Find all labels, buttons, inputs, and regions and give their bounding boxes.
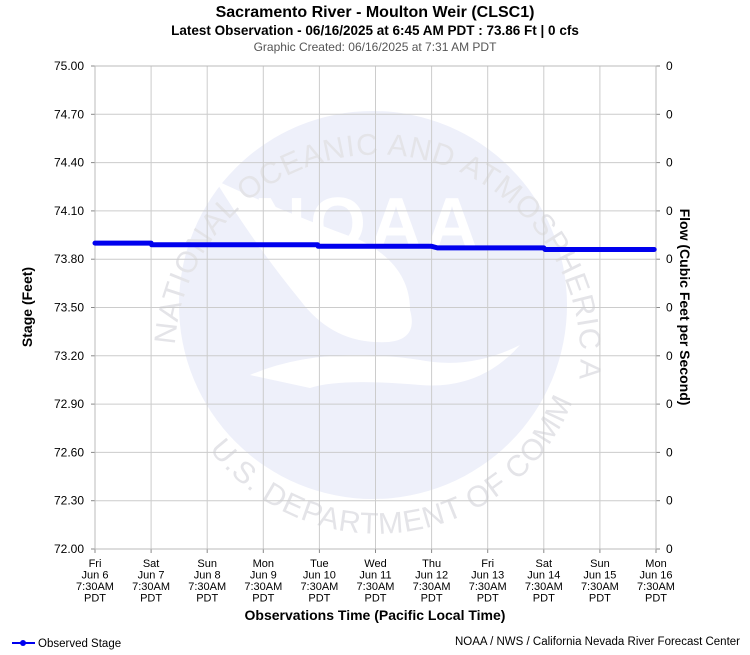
y-right-tick-label: 0 xyxy=(666,349,673,363)
plot-frame xyxy=(94,65,657,550)
noaa-watermark: NOAA NATIONAL OCEANIC AND ATMOSPHERIC AD… xyxy=(0,0,606,541)
x-tick-label: Sun Jun 15 7:30AM PDT xyxy=(581,558,619,605)
y-right-tick-label: 0 xyxy=(666,107,673,121)
y-tick-label: 73.20 xyxy=(54,349,84,363)
y-axis-title: Stage (Feet) xyxy=(19,267,35,347)
x-tick-label: Fri Jun 6 7:30AM PDT xyxy=(76,558,114,605)
axes: 72.00 0 72.30 0 72.60 0 72.90 0 73.20 0 73.50 0 73.8… xyxy=(54,59,675,605)
x-tick-label: Fri Jun 13 7:30AM PDT xyxy=(469,558,507,605)
x-tick-label: Thu Jun 12 7:30AM PDT xyxy=(413,558,451,605)
y-tick-label: 74.10 xyxy=(54,204,84,218)
y-right-tick-label: 0 xyxy=(666,204,673,218)
chart-title: Sacramento River - Moulton Weir (CLSC1) xyxy=(216,4,535,21)
y-right-tick-label: 0 xyxy=(666,397,673,411)
y-right-tick-label: 0 xyxy=(666,252,673,266)
watermark-gull xyxy=(215,180,412,343)
watermark-logo: NOAA xyxy=(254,184,482,264)
y-tick-label: 74.70 xyxy=(54,107,84,121)
grid xyxy=(94,65,657,550)
y-tick-label: 72.60 xyxy=(54,445,84,459)
y-tick-label: 75.00 xyxy=(54,59,84,73)
y-right-tick-label: 0 xyxy=(666,301,673,315)
y-right-tick-label: 0 xyxy=(666,542,673,556)
graphic-created: Graphic Created: 06/16/2025 at 7:31 AM P… xyxy=(254,40,497,54)
x-tick-label: Mon Jun 16 7:30AM PDT xyxy=(637,558,675,605)
y-tick-label: 73.80 xyxy=(54,252,84,266)
legend: Observed Stage xyxy=(12,638,121,650)
y-tick-label: 74.40 xyxy=(54,156,84,170)
x-axis-title: Observations Time (Pacific Local Time) xyxy=(245,607,506,623)
y-right-tick-label: 0 xyxy=(666,445,673,459)
x-tick-label: Mon Jun 9 7:30AM PDT xyxy=(244,558,282,605)
y-tick-label: 72.00 xyxy=(54,542,84,556)
watermark-wave xyxy=(250,345,520,388)
x-tick-label: Tue Jun 10 7:30AM PDT xyxy=(300,558,338,605)
x-tick-label: Sun Jun 8 7:30AM PDT xyxy=(188,558,226,605)
chart-subtitle: Latest Observation - 06/16/2025 at 6:45 … xyxy=(171,23,579,38)
y-tick-label: 72.90 xyxy=(54,397,84,411)
x-tick-label: Sat Jun 7 7:30AM PDT xyxy=(132,558,170,605)
y-tick-label: 72.30 xyxy=(54,494,84,508)
legend-label: Observed Stage xyxy=(38,638,121,650)
y-tick-label: 73.50 xyxy=(54,301,84,315)
observed-stage-line xyxy=(92,240,657,252)
y-right-tick-label: 0 xyxy=(666,494,673,508)
y-axis-right-title: Flow (Cubic Feet per Second) xyxy=(677,209,693,406)
x-tick-label: Sat Jun 14 7:30AM PDT xyxy=(525,558,563,605)
y-right-tick-label: 0 xyxy=(666,156,673,170)
series-layer xyxy=(92,240,657,252)
legend-swatch-marker xyxy=(20,640,26,646)
credit: NOAA / NWS / California Nevada River For… xyxy=(455,636,740,648)
y-right-tick-label: 0 xyxy=(666,59,673,73)
x-tick-label: Wed Jun 11 7:30AM PDT xyxy=(357,558,395,605)
